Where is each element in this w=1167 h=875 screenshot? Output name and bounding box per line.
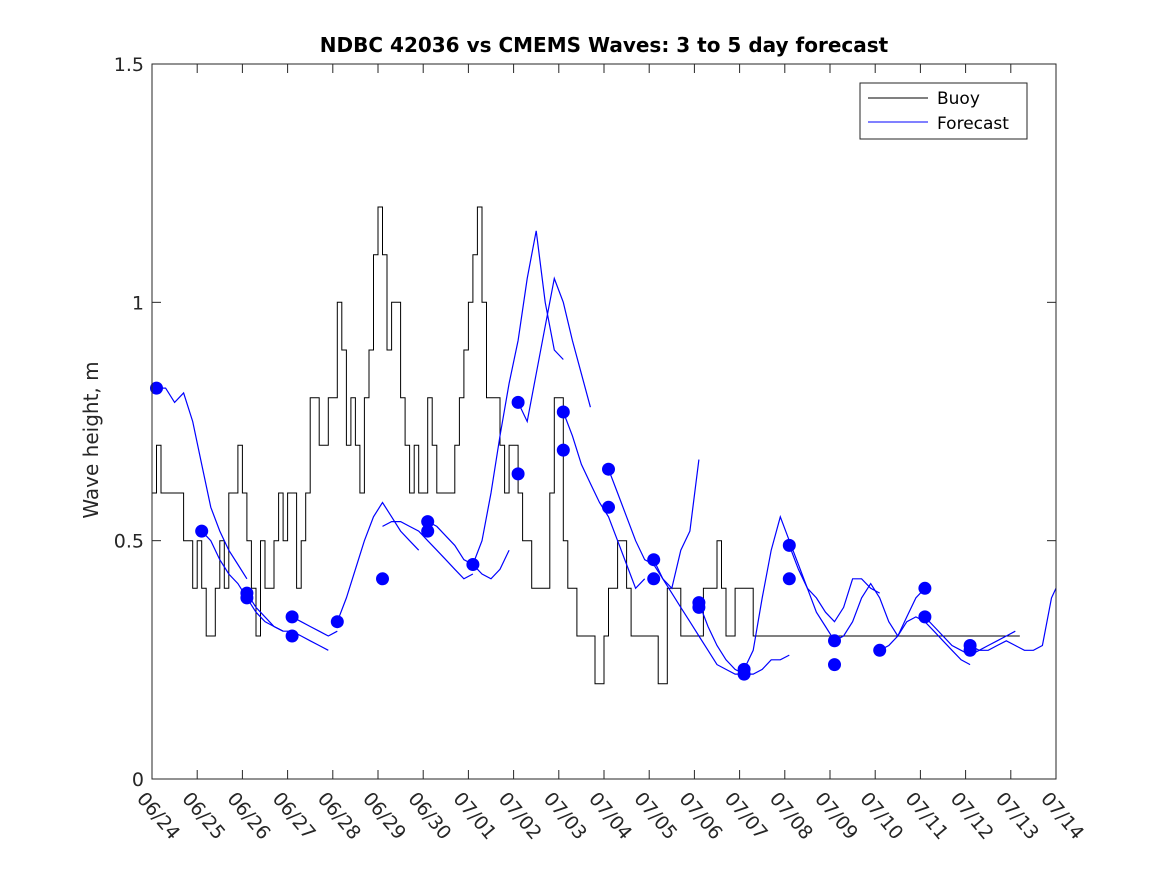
forecast-start-marker: [421, 524, 435, 538]
y-tick-label: 0.5: [114, 531, 144, 553]
forecast-line-16: [834, 582, 926, 642]
forecast-start-marker: [918, 610, 932, 624]
forecast-start-marker: [963, 643, 977, 657]
forecast-start-marker: [828, 658, 841, 672]
forecast-start-marker: [556, 443, 570, 457]
legend-label-forecast: Forecast: [937, 114, 1009, 134]
forecast-line-12: [653, 559, 745, 675]
forecast-line-1: [156, 387, 248, 580]
forecast-start-marker: [511, 395, 525, 409]
legend-box: [859, 82, 1028, 140]
forecast-start-marker: [466, 558, 480, 571]
legend: Buoy Forecast: [859, 82, 1028, 140]
forecast-start-marker: [828, 634, 841, 648]
forecast-start-marker: [782, 572, 796, 586]
forecast-line-9: [517, 276, 591, 424]
forecast-start-marker: [782, 538, 796, 552]
forecast-start-marker: [285, 610, 299, 624]
forecast-line-8: [472, 230, 564, 565]
forecast-start-marker: [873, 643, 887, 657]
forecast-line-15: [788, 545, 880, 623]
forecast-start-marker: [647, 572, 661, 586]
forecast-start-marker: [195, 524, 209, 538]
forecast-start-marker: [240, 591, 254, 605]
y-axis-label: Wave height, m: [79, 361, 103, 518]
buoy-line: [152, 206, 1020, 685]
forecast-start-marker: [376, 572, 389, 586]
y-tick-label: 1: [132, 292, 144, 314]
plot-area: [150, 206, 1057, 685]
forecast-start-marker: [918, 581, 932, 595]
chart-title: NDBC 42036 vs CMEMS Waves: 3 to 5 day fo…: [320, 33, 889, 57]
forecast-start-marker: [647, 553, 661, 567]
forecast-start-marker: [602, 500, 615, 514]
forecast-line-4: [291, 616, 338, 637]
forecast-line-19: [969, 588, 1057, 651]
forecast-start-marker: [556, 405, 570, 419]
forecast-start-marker: [692, 600, 706, 614]
legend-label-buoy: Buoy: [937, 89, 980, 109]
forecast-start-marker: [330, 615, 344, 629]
forecast-line-5: [336, 501, 420, 622]
forecast-start-marker: [421, 515, 435, 529]
forecast-start-marker: [737, 667, 751, 681]
forecast-start-marker: [511, 467, 525, 481]
forecast-start-marker: [285, 629, 299, 643]
y-tick-label: 1.5: [114, 54, 144, 76]
forecast-line-6: [382, 520, 474, 580]
forecast-start-marker: [150, 381, 163, 395]
y-axis-ticks: 0 0.5 1 1.5: [114, 54, 1056, 791]
forecast-start-marker: [602, 462, 615, 476]
y-tick-label: 0: [132, 769, 144, 791]
forecast-line-3: [246, 592, 329, 651]
